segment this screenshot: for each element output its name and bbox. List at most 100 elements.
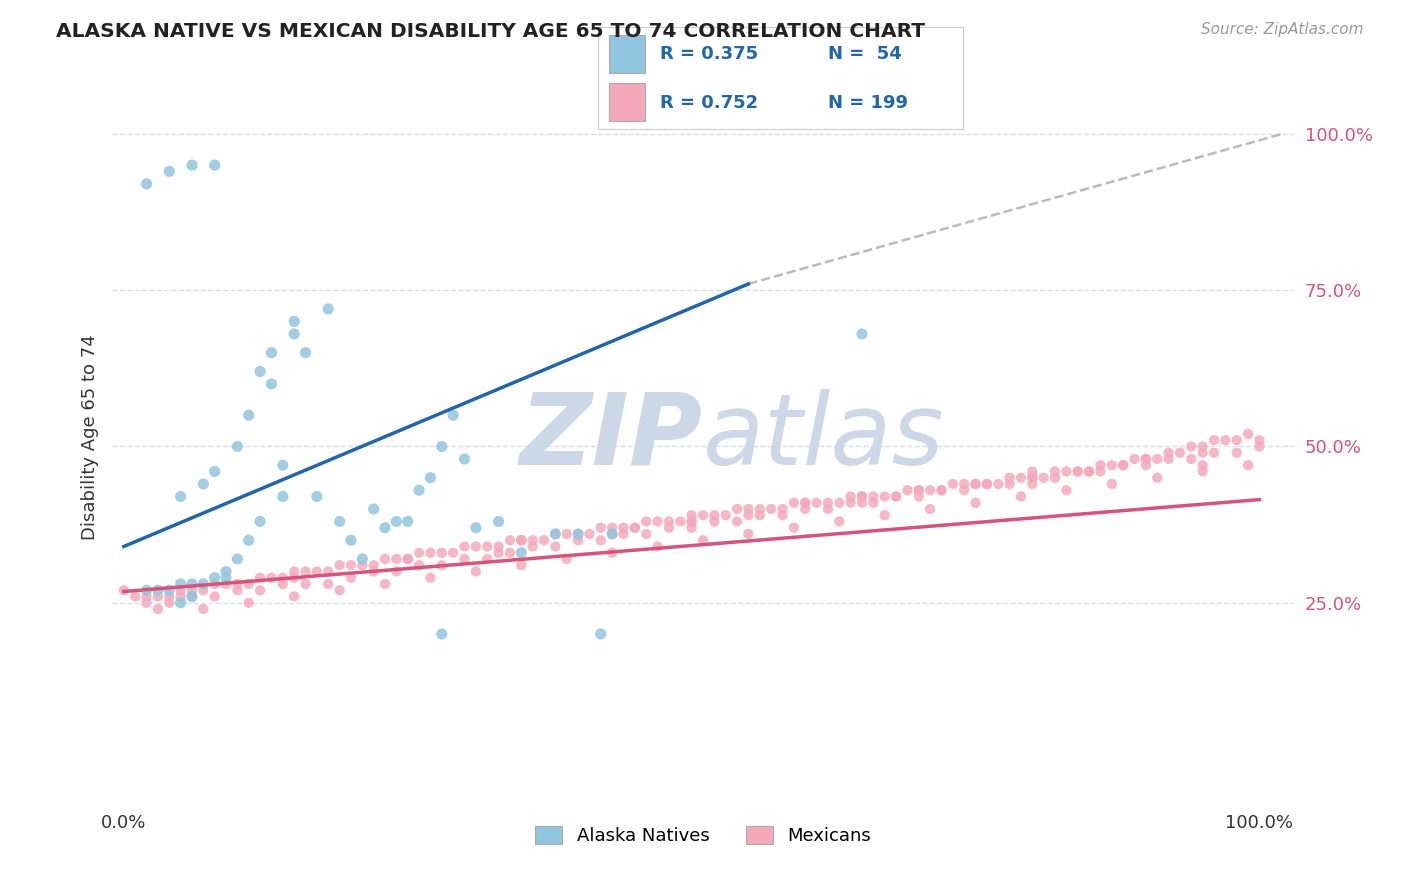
Point [839, 496, 862, 510]
Point [1135, 452, 1157, 467]
Point [193, 602, 215, 616]
Point [271, 571, 294, 585]
Point [260, 345, 283, 359]
Point [794, 496, 817, 510]
Point [658, 515, 681, 529]
Point [316, 565, 339, 579]
Point [193, 477, 215, 491]
Point [931, 483, 953, 498]
Point [976, 477, 998, 491]
Point [430, 558, 453, 573]
Point [647, 540, 669, 554]
Point [817, 496, 839, 510]
Point [1249, 440, 1271, 454]
Point [249, 364, 271, 378]
Point [1135, 452, 1157, 467]
Point [385, 565, 408, 579]
Point [522, 533, 544, 548]
Point [396, 552, 419, 566]
Point [896, 483, 918, 498]
Point [1054, 483, 1077, 498]
Point [544, 527, 567, 541]
Point [352, 552, 374, 566]
Point [396, 552, 419, 566]
FancyBboxPatch shape [609, 35, 645, 73]
Point [783, 496, 806, 510]
Point [862, 490, 884, 504]
Point [112, 583, 135, 598]
Point [658, 521, 681, 535]
Point [884, 490, 907, 504]
Point [488, 546, 510, 560]
Point [703, 515, 725, 529]
Point [238, 408, 260, 422]
Point [215, 571, 238, 585]
Point [965, 477, 987, 491]
Point [215, 577, 238, 591]
Point [305, 490, 328, 504]
Point [806, 496, 828, 510]
Point [419, 471, 441, 485]
Point [737, 508, 759, 523]
Text: ALASKA NATIVE VS MEXICAN DISABILITY AGE 65 TO 74 CORRELATION CHART: ALASKA NATIVE VS MEXICAN DISABILITY AGE … [56, 22, 925, 41]
Point [385, 552, 408, 566]
Point [453, 540, 475, 554]
Point [636, 515, 658, 529]
Point [920, 483, 942, 498]
Point [612, 527, 634, 541]
FancyBboxPatch shape [609, 83, 645, 121]
Point [135, 590, 157, 604]
Point [329, 515, 352, 529]
Point [862, 496, 884, 510]
Point [522, 540, 544, 554]
Point [226, 577, 249, 591]
Point [1032, 471, 1054, 485]
Point [714, 508, 737, 523]
Point [600, 527, 623, 541]
Point [204, 465, 226, 479]
Point [794, 502, 817, 516]
Point [1191, 446, 1213, 460]
Point [385, 515, 408, 529]
Point [647, 515, 669, 529]
Point [249, 515, 271, 529]
Point [510, 533, 533, 548]
Point [1202, 446, 1225, 460]
Point [169, 577, 191, 591]
Point [146, 583, 169, 598]
Point [453, 452, 475, 467]
Point [1101, 477, 1123, 491]
Point [316, 301, 339, 316]
Point [464, 565, 486, 579]
Point [1043, 471, 1066, 485]
Point [851, 326, 873, 341]
Point [884, 490, 907, 504]
Point [748, 502, 770, 516]
Point [544, 527, 567, 541]
Point [600, 521, 623, 535]
Point [510, 546, 533, 560]
Point [1010, 490, 1032, 504]
Point [1237, 426, 1260, 441]
Point [772, 502, 794, 516]
Point [441, 408, 464, 422]
Point [998, 477, 1021, 491]
Point [976, 477, 998, 491]
Point [1021, 477, 1043, 491]
Point [135, 177, 157, 191]
Point [453, 552, 475, 566]
Point [1180, 440, 1202, 454]
Point [488, 540, 510, 554]
Text: Source: ZipAtlas.com: Source: ZipAtlas.com [1201, 22, 1364, 37]
Point [283, 326, 305, 341]
Point [987, 477, 1010, 491]
Point [464, 540, 486, 554]
Point [329, 583, 352, 598]
Point [1191, 440, 1213, 454]
Point [567, 527, 589, 541]
Point [135, 583, 157, 598]
Point [681, 515, 703, 529]
Point [329, 558, 352, 573]
Text: N =  54: N = 54 [828, 45, 901, 63]
Point [135, 596, 157, 610]
